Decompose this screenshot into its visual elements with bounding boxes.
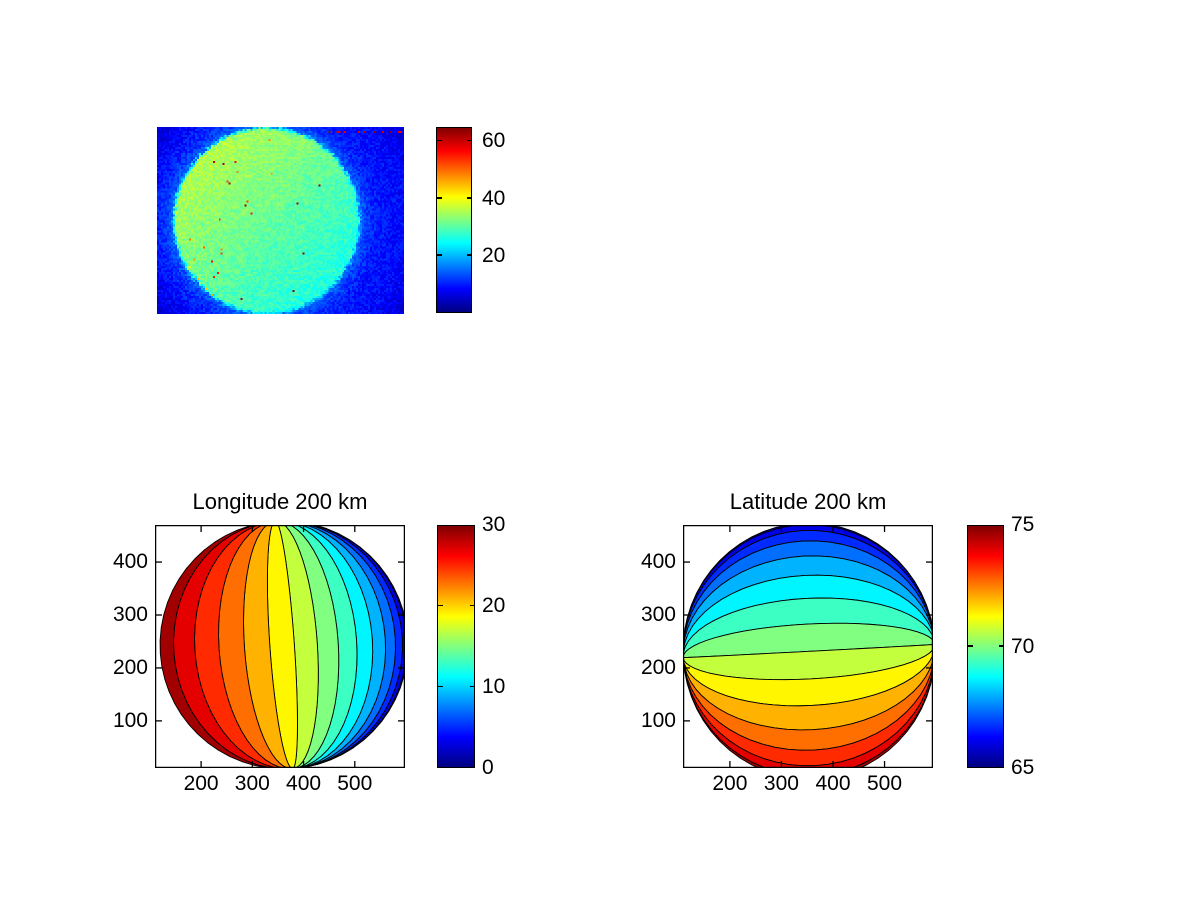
colorbar-tick-label: 20 (482, 594, 506, 617)
colorbar-tick-label: 10 (482, 675, 506, 698)
colorbar-tick-label: 70 (1011, 634, 1035, 658)
colorbar-latitude (967, 525, 1004, 768)
colorbar-tick-mark (437, 197, 442, 199)
colorbar-tick-mark (438, 604, 443, 606)
x-tick-label: 200 (183, 772, 219, 795)
longitude-panel-title: Longitude 200 km (192, 489, 368, 514)
x-tick-label: 400 (286, 772, 322, 795)
contour-band (683, 643, 933, 768)
y-tick-label: 400 (640, 550, 676, 574)
colorbar-tick-mark (437, 139, 442, 142)
axes-box (683, 525, 933, 768)
latitude-contour-panel (683, 525, 933, 768)
y-tick-label: 200 (640, 655, 676, 679)
colorbar-tick-label: 65 (1011, 756, 1035, 779)
x-tick-label: 200 (712, 772, 748, 795)
colorbar-tick-mark (469, 685, 475, 687)
contour-band (159, 525, 294, 768)
latitude-panel-title: Latitude 200 km (729, 489, 887, 514)
y-tick-label: 300 (112, 603, 148, 626)
colorbar-tick-mark (437, 254, 442, 256)
colorbar-tick-mark (998, 645, 1004, 647)
colorbar-tick-mark (968, 645, 973, 647)
y-tick-label: 100 (640, 708, 676, 732)
y-tick-label: 100 (112, 708, 148, 732)
colorbar-tick-label: 60 (482, 129, 506, 153)
meridional-band-group (159, 525, 405, 768)
colorbar-tick-label: 0 (482, 756, 494, 779)
colorbar-tick-label: 40 (482, 186, 506, 210)
colorbar-tick-mark (466, 139, 472, 142)
axes-box (155, 525, 405, 768)
x-tick-label: 300 (763, 772, 799, 795)
colorbar-tick-label: 30 (482, 513, 506, 536)
colorbar-longitude (437, 525, 475, 768)
disk-image-panel (157, 127, 404, 314)
colorbar-tick-label: 75 (1011, 513, 1035, 536)
colorbar-tick-mark (469, 604, 475, 606)
zonal-band-group (683, 525, 933, 768)
colorbar-image (436, 127, 472, 313)
x-tick-label: 500 (337, 772, 373, 795)
colorbar-tick-mark (466, 197, 472, 199)
colorbar-tick-label: 20 (482, 243, 506, 267)
colorbar-tick-mark (466, 254, 472, 256)
x-tick-label: 300 (234, 772, 270, 795)
colorbar-tick-mark (438, 685, 443, 687)
x-tick-label: 500 (867, 772, 903, 795)
longitude-contour-panel (155, 525, 405, 768)
y-tick-label: 300 (640, 603, 676, 626)
x-tick-label: 400 (815, 772, 851, 795)
y-tick-label: 200 (112, 655, 148, 679)
y-tick-label: 400 (112, 550, 148, 574)
